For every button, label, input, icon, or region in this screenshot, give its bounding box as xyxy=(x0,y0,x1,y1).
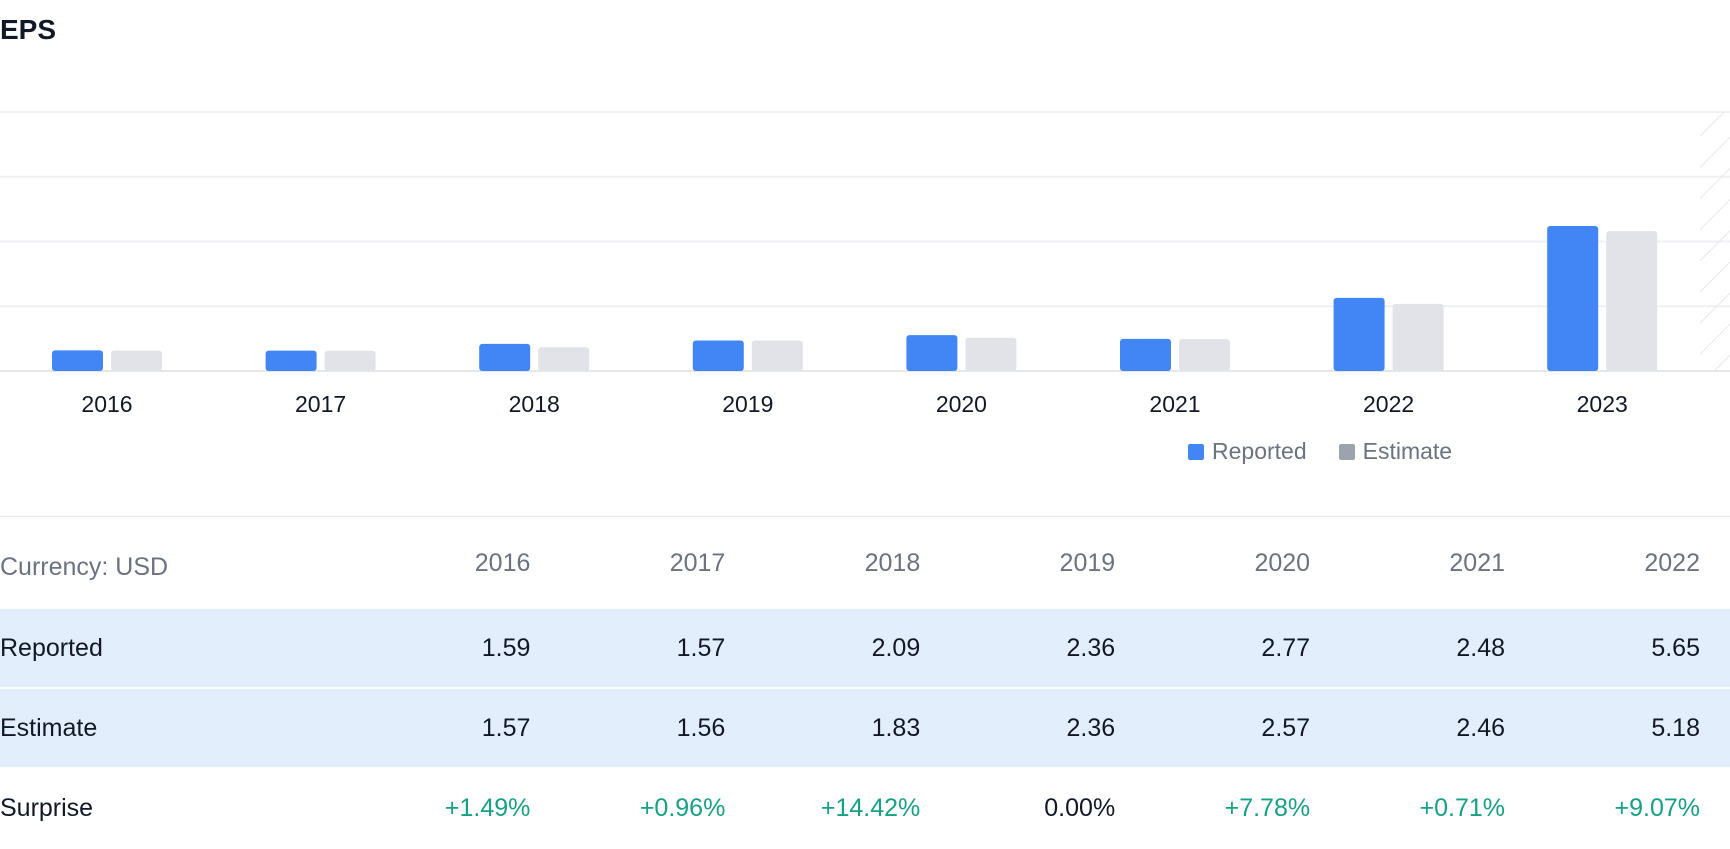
table-cell: 2.09 xyxy=(755,609,951,687)
x-tick-label: 2023 xyxy=(1577,391,1628,417)
table-row-surprise: Surprise +1.49% +0.96% +14.42% 0.00% +7.… xyxy=(0,767,1730,849)
year-header: 2019 xyxy=(1059,548,1116,577)
row-label: Surprise xyxy=(0,793,94,822)
surprise-cell: +14.42% xyxy=(820,793,921,822)
x-tick-label: 2017 xyxy=(295,391,346,417)
x-tick-label: 2020 xyxy=(936,391,987,417)
bar-reported-2020[interactable] xyxy=(906,335,958,371)
x-tick-label: 2021 xyxy=(1149,391,1200,417)
eps-table: Currency: USD 2016 2017 2018 2019 2020 2… xyxy=(0,516,1730,849)
legend-swatch-reported xyxy=(1188,443,1204,460)
legend-item-reported[interactable]: Reported xyxy=(1188,438,1307,465)
bar-reported-2018[interactable] xyxy=(479,343,531,371)
bar-estimate-2016[interactable] xyxy=(111,350,162,371)
chart-legend: Reported Estimate xyxy=(1188,438,1452,465)
legend-label-reported: Reported xyxy=(1212,438,1307,464)
bar-reported-2021[interactable] xyxy=(1120,338,1171,371)
bar-reported-2016[interactable] xyxy=(52,350,103,371)
surprise-cell: 0.00% xyxy=(1044,793,1116,822)
bar-estimate-2023[interactable] xyxy=(1606,231,1658,371)
row-label: Estimate xyxy=(0,689,366,767)
table-header-row: Currency: USD 2016 2017 2018 2019 2020 2… xyxy=(0,517,1730,609)
surprise-cell: +9.07% xyxy=(1614,793,1701,822)
eps-bar-chart: 2016 2017 2018 2019 2020 2021 2022 2023 xyxy=(0,111,1730,417)
row-label: Reported xyxy=(0,609,366,687)
table-cell: 1.57 xyxy=(560,609,756,687)
legend-label-estimate: Estimate xyxy=(1362,438,1453,464)
year-header: 2016 xyxy=(474,548,531,577)
row-separator xyxy=(0,687,1730,689)
table-cell: 2.48 xyxy=(1340,609,1536,687)
year-header: 2022 xyxy=(1644,548,1700,577)
bar-reported-2023[interactable] xyxy=(1547,225,1599,371)
surprise-cell: +0.96% xyxy=(639,793,726,822)
table-cell: 2.36 xyxy=(950,609,1146,687)
table-cell: 2.46 xyxy=(1340,689,1536,767)
bar-estimate-2019[interactable] xyxy=(751,340,803,371)
surprise-cell: +0.71% xyxy=(1419,793,1506,822)
table-cell: 1.56 xyxy=(560,689,756,767)
forecast-hatch xyxy=(1700,112,1730,371)
surprise-cell: +1.49% xyxy=(444,793,531,822)
bar-estimate-2017[interactable] xyxy=(324,350,376,371)
legend-item-estimate[interactable]: Estimate xyxy=(1338,438,1453,465)
table-cell: 2.77 xyxy=(1145,609,1341,687)
x-tick-label: 2019 xyxy=(722,391,773,417)
year-header: 2021 xyxy=(1449,548,1506,577)
currency-label: Currency: USD xyxy=(0,552,169,581)
x-tick-label: 2022 xyxy=(1363,391,1414,417)
surprise-cell: +7.78% xyxy=(1224,793,1311,822)
bar-estimate-2018[interactable] xyxy=(538,347,590,371)
bar-estimate-2020[interactable] xyxy=(965,337,1017,371)
bar-reported-2019[interactable] xyxy=(692,340,744,371)
table-cell: 5.65 xyxy=(1535,609,1730,687)
table-cell: 1.59 xyxy=(365,609,561,687)
year-header: 2017 xyxy=(669,548,726,577)
year-header: 2020 xyxy=(1254,548,1311,577)
bar-estimate-2021[interactable] xyxy=(1179,339,1230,371)
legend-swatch-estimate xyxy=(1338,443,1355,460)
table-cell: 1.57 xyxy=(365,689,561,767)
chart-title: EPS xyxy=(0,14,57,45)
table-cell: 5.18 xyxy=(1535,689,1730,767)
table-cell: 2.57 xyxy=(1145,689,1341,767)
bar-estimate-2022[interactable] xyxy=(1392,303,1444,371)
x-tick-label: 2016 xyxy=(81,391,132,417)
table-row-estimate: Estimate 1.57 1.56 1.83 2.36 2.57 2.46 5… xyxy=(0,689,1730,767)
table-cell: 1.83 xyxy=(755,689,951,767)
year-header: 2018 xyxy=(864,548,921,577)
table-row-reported: Reported 1.59 1.57 2.09 2.36 2.77 2.48 5… xyxy=(0,609,1730,687)
table-cell: 2.36 xyxy=(950,689,1146,767)
x-tick-label: 2018 xyxy=(509,391,560,417)
bar-reported-2017[interactable] xyxy=(265,350,317,371)
bar-reported-2022[interactable] xyxy=(1333,297,1385,371)
